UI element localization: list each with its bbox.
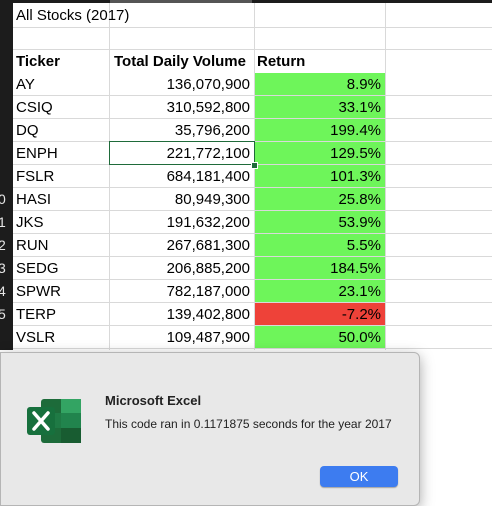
row-number[interactable]: 4 <box>0 283 6 299</box>
ticker-cell[interactable]: AY <box>16 76 35 93</box>
row-number[interactable] <box>0 119 12 142</box>
ticker-cell[interactable]: FSLR <box>16 168 55 185</box>
row-number[interactable]: 5 <box>0 306 6 322</box>
ticker-cell[interactable]: VSLR <box>16 329 56 346</box>
gridline <box>13 325 492 326</box>
gridline <box>385 3 386 350</box>
volume-cell[interactable]: 221,772,100 <box>166 145 250 162</box>
selected-column-header[interactable] <box>110 0 252 3</box>
row-number[interactable]: 2 <box>0 237 6 253</box>
sheet-title-cell[interactable]: All Stocks (2017) <box>16 7 130 24</box>
row-number[interactable]: 1 <box>0 214 6 230</box>
volume-cell[interactable]: 267,681,300 <box>166 237 250 254</box>
ticker-cell[interactable]: SEDG <box>16 260 59 277</box>
row-number[interactable] <box>0 50 12 73</box>
volume-cell[interactable]: 136,070,900 <box>166 76 250 93</box>
return-cell[interactable]: 101.3% <box>255 165 385 188</box>
ticker-cell[interactable]: ENPH <box>16 145 58 162</box>
return-cell[interactable]: 25.8% <box>255 188 385 211</box>
volume-cell[interactable]: 139,402,800 <box>166 306 250 323</box>
volume-header-cell[interactable]: Total Daily Volume <box>114 53 246 70</box>
row-number[interactable] <box>0 4 12 27</box>
ticker-cell[interactable]: RUN <box>16 237 49 254</box>
return-cell[interactable]: 184.5% <box>255 257 385 280</box>
volume-cell[interactable]: 80,949,300 <box>174 191 250 208</box>
gridline <box>13 210 492 211</box>
volume-cell[interactable]: 109,487,900 <box>166 329 250 346</box>
row-number[interactable] <box>0 96 12 119</box>
gridline <box>13 348 492 349</box>
gridline <box>13 118 492 119</box>
return-cell[interactable]: 129.5% <box>255 142 385 165</box>
active-cell-selection[interactable] <box>109 141 255 165</box>
return-cell[interactable]: -7.2% <box>255 303 385 326</box>
gridline <box>13 279 492 280</box>
gridline <box>13 302 492 303</box>
gridline <box>13 256 492 257</box>
ticker-cell[interactable]: SPWR <box>16 283 61 300</box>
gridline <box>13 95 492 96</box>
return-cell[interactable]: 50.0% <box>255 326 385 349</box>
column-header-bar[interactable] <box>13 0 492 3</box>
gridline <box>13 233 492 234</box>
row-number[interactable] <box>0 73 12 96</box>
volume-cell[interactable]: 310,592,800 <box>166 99 250 116</box>
row-number[interactable] <box>0 27 12 50</box>
gridline <box>109 3 110 350</box>
ticker-cell[interactable]: CSIQ <box>16 99 53 116</box>
volume-cell[interactable]: 782,187,000 <box>166 283 250 300</box>
return-cell[interactable]: 5.5% <box>255 234 385 257</box>
dialog-title: Microsoft Excel <box>105 393 202 408</box>
return-cell[interactable]: 199.4% <box>255 119 385 142</box>
row-header-bar[interactable]: 0 1 2 3 4 5 <box>0 0 13 350</box>
gridline <box>13 49 492 50</box>
return-cell[interactable]: 8.9% <box>255 73 385 96</box>
return-cell[interactable]: 53.9% <box>255 211 385 234</box>
return-cell[interactable]: 33.1% <box>255 96 385 119</box>
excel-app-icon <box>27 399 81 443</box>
return-header-cell[interactable]: Return <box>257 53 306 70</box>
ticker-cell[interactable]: DQ <box>16 122 39 139</box>
volume-cell[interactable]: 35,796,200 <box>174 122 250 139</box>
dialog-message: This code ran in 0.1171875 seconds for t… <box>105 417 392 431</box>
gridline <box>13 187 492 188</box>
return-cell[interactable]: 23.1% <box>255 280 385 303</box>
ticker-cell[interactable]: TERP <box>16 306 57 323</box>
alert-dialog: Microsoft Excel This code ran in 0.11718… <box>0 352 420 506</box>
volume-cell[interactable]: 684,181,400 <box>166 168 250 185</box>
gridline <box>13 27 492 28</box>
volume-cell[interactable]: 206,885,200 <box>166 260 250 277</box>
row-number[interactable] <box>0 142 12 165</box>
ticker-cell[interactable]: JKS <box>16 214 44 231</box>
ticker-cell[interactable]: HASI <box>16 191 52 208</box>
row-number[interactable]: 0 <box>0 191 6 207</box>
fill-handle[interactable] <box>251 162 258 169</box>
row-number[interactable] <box>0 165 12 188</box>
ticker-header-cell[interactable]: Ticker <box>16 53 60 70</box>
row-number[interactable]: 3 <box>0 260 6 276</box>
volume-cell[interactable]: 191,632,200 <box>166 214 250 231</box>
spreadsheet: 0 1 2 3 4 5 All Stocks (2017) Ticker Total Da… <box>0 0 492 350</box>
gridline <box>254 3 255 350</box>
ok-button[interactable]: OK <box>320 466 398 487</box>
